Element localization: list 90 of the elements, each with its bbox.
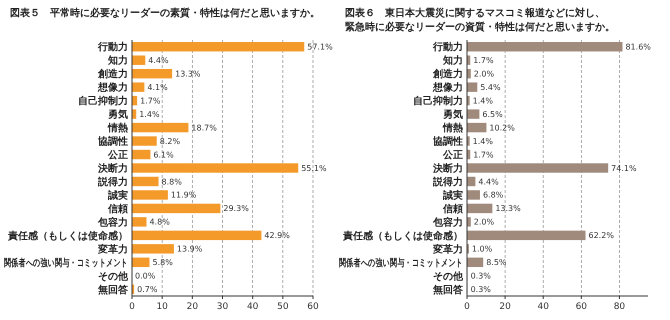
y-tick-label: 決断力 — [432, 162, 463, 174]
data-label: 0.3% — [470, 285, 492, 294]
data-label: 29.3% — [223, 204, 250, 214]
data-label: 13.9% — [176, 244, 203, 254]
y-tick-label: 公正 — [442, 149, 463, 162]
data-label: 4.4% — [148, 56, 169, 66]
y-tick-label: 情熱 — [107, 122, 128, 134]
y-tick-label: 誠実 — [442, 189, 463, 202]
data-label: 6.1% — [153, 150, 174, 160]
chart-title: 図表６ 東日本大震災に関するマスコミ報道などに対し、緊急時に必要なリーダーの資質・特性は何だと思いますか。 — [345, 7, 615, 33]
y-tick-label: その他 — [98, 270, 129, 282]
data-label: 0.0% — [135, 272, 156, 281]
y-tick-label: 無回答 — [432, 284, 464, 296]
data-label: 4.8% — [149, 218, 170, 227]
x-tick-label: 80 — [614, 302, 626, 312]
y-tick-label: 勇気 — [107, 108, 128, 121]
y-tick-label: 協調性 — [97, 136, 128, 148]
data-label: 1.7% — [473, 150, 494, 160]
y-tick-label: 関係者への強い関与・コミットメント — [4, 256, 128, 270]
y-tick-label: 勇気 — [442, 108, 463, 121]
y-tick-label: 包容力 — [432, 216, 463, 228]
data-label: 6.5% — [482, 110, 504, 119]
y-tick-label: 行動力 — [432, 41, 463, 54]
y-tick-label: 説得力 — [97, 176, 128, 188]
y-tick-label: 変革力 — [97, 243, 128, 256]
y-tick-label: 自己抑制力 — [413, 95, 463, 108]
y-tick-label: 知力 — [442, 54, 463, 67]
y-tick-label: 知力 — [107, 54, 128, 67]
x-tick-label: 40 — [246, 302, 259, 312]
y-tick-label: 変革力 — [432, 243, 463, 256]
y-tick-label: 決断力 — [97, 162, 128, 174]
y-tick-label: 信頼 — [107, 202, 128, 215]
data-label: 74.1% — [611, 164, 637, 173]
data-label: 5.4% — [480, 82, 502, 92]
y-tick-label: 誠実 — [107, 189, 128, 202]
y-tick-label: その他 — [433, 270, 464, 282]
y-tick-label: 責任感（もしくは使命感） — [342, 230, 463, 242]
data-label: 81.6% — [625, 42, 652, 52]
y-tick-label: 創造力 — [432, 68, 463, 80]
y-tick-label: 公正 — [107, 149, 128, 162]
data-label: 8.8% — [162, 177, 182, 186]
data-label: 13.3% — [495, 204, 522, 214]
data-label: 1.7% — [473, 56, 494, 66]
x-tick-label: 0 — [129, 302, 136, 312]
data-label: 1.4% — [472, 136, 494, 146]
y-tick-label: 協調性 — [432, 136, 463, 148]
y-tick-label: 信頼 — [442, 202, 463, 215]
y-tick-label: 包容力 — [97, 216, 128, 228]
data-label: 57.1% — [307, 42, 334, 52]
x-tick-label: 10 — [156, 302, 168, 312]
data-label: 13.3% — [175, 69, 201, 78]
x-tick-label: 60 — [307, 302, 319, 312]
data-label: 0.3% — [470, 272, 492, 281]
x-tick-label: 30 — [216, 302, 228, 312]
data-label: 6.8% — [482, 190, 504, 200]
x-tick-label: 20 — [499, 302, 512, 312]
data-label: 4.4% — [478, 177, 500, 186]
data-label: 18.7% — [191, 123, 218, 132]
data-label: 8.5% — [486, 258, 507, 268]
data-label: 2.0% — [474, 218, 495, 227]
data-label: 1.4% — [139, 110, 160, 119]
data-label: 4.1% — [147, 82, 168, 92]
data-label: 42.9% — [264, 231, 290, 240]
y-tick-label: 自己抑制力 — [78, 95, 128, 108]
data-label: 11.9% — [170, 190, 197, 200]
x-tick-label: 40 — [537, 302, 550, 312]
data-label: 0.7% — [137, 285, 158, 294]
chart-title: 図表５ 平常時に必要なリーダーの素質・特性は何だと思いますか。 — [10, 7, 320, 19]
y-tick-label: 無回答 — [97, 284, 129, 296]
x-tick-label: 50 — [277, 302, 289, 312]
data-label: 1.4% — [472, 96, 494, 106]
y-tick-label: 想像力 — [432, 82, 463, 94]
data-label: 62.2% — [588, 231, 614, 240]
data-label: 5.8% — [152, 258, 174, 268]
data-label: 55.1% — [301, 164, 328, 173]
x-tick-label: 0 — [464, 302, 470, 312]
y-tick-label: 情熱 — [442, 122, 463, 134]
data-label: 1.7% — [140, 96, 161, 106]
y-tick-label: 創造力 — [97, 68, 128, 80]
y-tick-label: 責任感（もしくは使命感） — [7, 230, 128, 242]
y-tick-label: 想像力 — [97, 82, 128, 94]
x-tick-label: 60 — [576, 302, 588, 312]
y-tick-label: 行動力 — [97, 41, 128, 54]
data-label: 2.0% — [474, 69, 495, 78]
data-label: 10.2% — [489, 123, 516, 132]
y-tick-label: 関係者への強い関与・コミットメント — [338, 256, 463, 270]
data-label: 1.0% — [472, 244, 493, 254]
x-tick-label: 20 — [186, 302, 198, 312]
y-tick-label: 説得力 — [432, 176, 463, 188]
data-label: 8.2% — [160, 136, 180, 146]
